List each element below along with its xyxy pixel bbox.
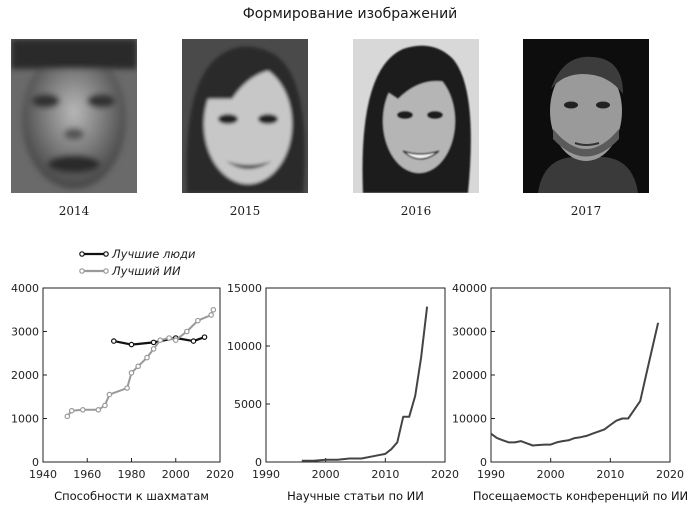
face-2016-image [353,39,479,193]
chart-0-ytick-label: 1000 [11,413,39,426]
face-2015-image [182,39,308,193]
chart-0-ytick-label: 2000 [11,369,39,382]
legend-1-label: Лучший ИИ [111,264,181,278]
chart-2-ytick-label: 20000 [452,369,487,382]
chart-0-series-1-point [157,337,164,344]
face-2014-image [11,39,137,193]
legend-0-marker-left [79,251,85,257]
chart-1-ytick-label: 5000 [234,398,262,411]
chart-0-series-1-point [184,328,190,335]
chart-0-xtick-label: 1960 [73,468,101,481]
face-year-2016: 2016 [400,204,432,218]
chart-2-series-0-line [490,322,660,447]
chart-0-series-1-point [64,413,71,420]
legend-1-marker-right [103,268,109,274]
face-2017-image [523,39,649,193]
chart-0-series-1-point [68,407,75,414]
chart-0-ytick-label: 3000 [11,326,39,339]
chart-0-series-1-point [124,385,130,391]
chart-0-series-1-point [128,370,135,376]
chart-1-xtick-label: 2020 [431,468,459,481]
chart-2-xtick-label: 2010 [596,468,624,481]
legend-0-marker-right [103,251,109,257]
face-year-2017: 2017 [570,204,602,218]
chart-0-series-1-point [95,406,102,413]
chart-2-ytick-label: 40000 [452,282,487,295]
chart-0-ytick-label: 0 [32,456,39,469]
chart-1-ytick-label: 15000 [227,282,262,295]
figure-title: Формирование изображений [242,6,458,22]
chart-2-xtick-label: 1990 [477,468,505,481]
chart-0-series-1-point [210,306,217,313]
chart-2-xtick-label: 2020 [656,468,684,481]
chart-0-xtick-label: 1980 [118,468,146,481]
chart-0-series-0-point [190,338,197,344]
chart-0-series-1-point [102,402,108,409]
chart-0-series-0-point [128,341,135,348]
legend-0-label: Лучшие люди [111,247,196,261]
chart-0-series-0-point [111,338,117,344]
chart-1-series-0-line [301,306,429,462]
chart-1-ytick-label: 0 [255,456,262,469]
chart-0-series-1-point [144,354,150,361]
chart-2-ytick-label: 0 [480,456,487,469]
face-year-2014: 2014 [58,204,90,218]
chart-0-series-1-point [195,317,201,324]
chart-1-xlabel: Научные статьи по ИИ [287,489,424,503]
chart-2-ytick-label: 10000 [452,413,487,426]
chart-2-xtick-label: 2000 [537,468,565,481]
legend-1-marker-left [79,268,85,274]
chart-0-series-0-point [150,339,157,346]
chart-2-xlabel: Посещаемость конференций по ИИ [473,489,688,503]
chart-0-ytick-label: 4000 [11,282,39,295]
chart-0-series-0-point [201,334,208,340]
chart-0-series-1-point [135,363,141,370]
chart-0-series-1-point [172,337,179,344]
chart-0-xtick-label: 2020 [206,468,234,481]
chart-0-series-1-point [80,406,86,413]
face-year-2015: 2015 [229,204,261,218]
chart-0-xtick-label: 1940 [29,468,57,481]
chart-0-series-1-point [106,391,113,398]
chart-1-ytick-label: 10000 [227,340,262,353]
chart-1-xtick-label: 2000 [312,468,340,481]
chart-0-series-1-point [208,312,214,318]
chart-0-xlabel: Способности к шахматам [54,489,209,503]
chart-1-xtick-label: 2010 [371,468,399,481]
chart-1-xtick-label: 1990 [252,468,280,481]
chart-0-series-1-point [166,335,172,341]
chart-0-xtick-label: 2000 [162,468,190,481]
chart-1-frame [265,287,446,463]
chart-0-series-1-point [150,346,157,352]
chart-2-ytick-label: 30000 [452,326,487,339]
chart-2-frame [490,287,671,463]
chart-0-series-1-line [66,309,215,417]
